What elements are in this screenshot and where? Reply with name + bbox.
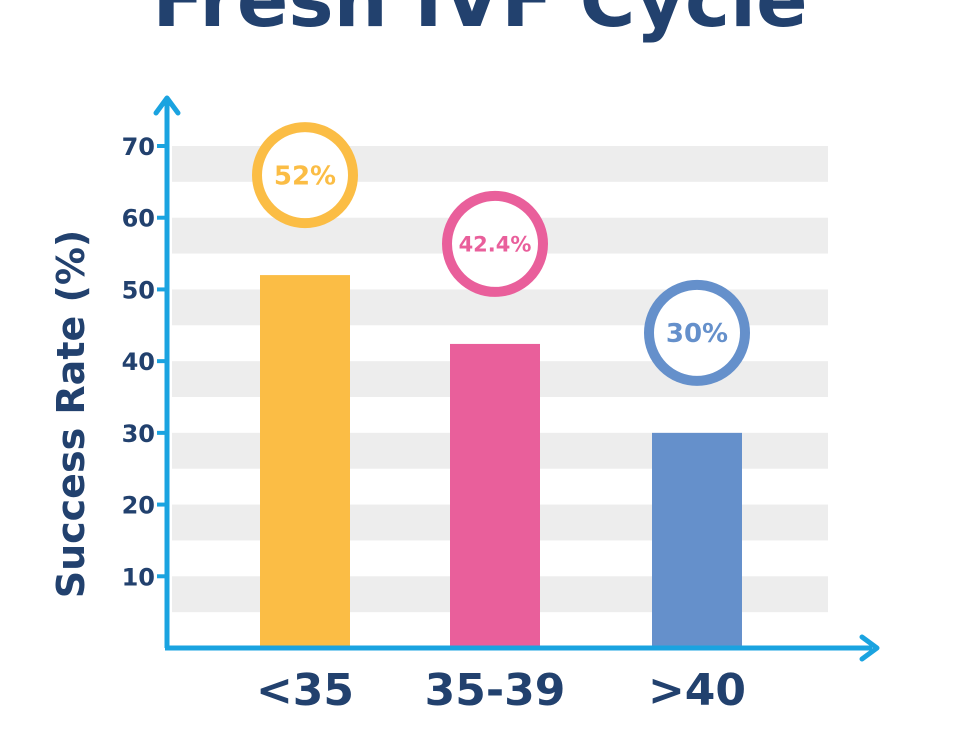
- bars: [260, 275, 742, 648]
- bubble-ring: [252, 122, 358, 229]
- y-tick-label: 50: [122, 276, 155, 304]
- y-tick-label: 60: [122, 205, 155, 233]
- bar: [260, 275, 350, 648]
- data-label-bubble: 30%: [644, 279, 750, 386]
- axes: [153, 95, 880, 662]
- y-axis-label: Success Rate (%): [49, 230, 93, 599]
- bubble-ring: [442, 190, 548, 297]
- chart-title: Fresh IVF Cycle: [0, 0, 960, 44]
- x-tick-label: <35: [256, 665, 354, 716]
- data-label: 42.4%: [459, 232, 532, 256]
- y-tick-label: 10: [122, 563, 155, 591]
- y-ticks: 10 20 30 40 50 60 70: [122, 133, 167, 591]
- y-tick-label: 70: [122, 133, 155, 161]
- data-labels: 52% 42.4% 30%: [252, 122, 750, 386]
- x-ticks: <35 35-39 >40: [256, 665, 746, 716]
- y-tick-label: 40: [122, 348, 155, 376]
- bar: [652, 432, 742, 648]
- y-tick-label: 20: [122, 492, 155, 520]
- y-axis-arrow: [153, 95, 181, 116]
- y-tick-label: 30: [122, 420, 155, 448]
- bubble-ring: [644, 279, 750, 386]
- bar: [450, 343, 540, 648]
- x-tick-label: 35-39: [425, 665, 566, 716]
- x-tick-label: >40: [648, 665, 746, 716]
- data-label: 30%: [666, 319, 728, 349]
- data-label: 52%: [274, 161, 336, 191]
- x-axis-arrow: [859, 634, 880, 662]
- data-label-bubble: 52%: [252, 122, 358, 229]
- data-label-bubble: 42.4%: [442, 190, 548, 297]
